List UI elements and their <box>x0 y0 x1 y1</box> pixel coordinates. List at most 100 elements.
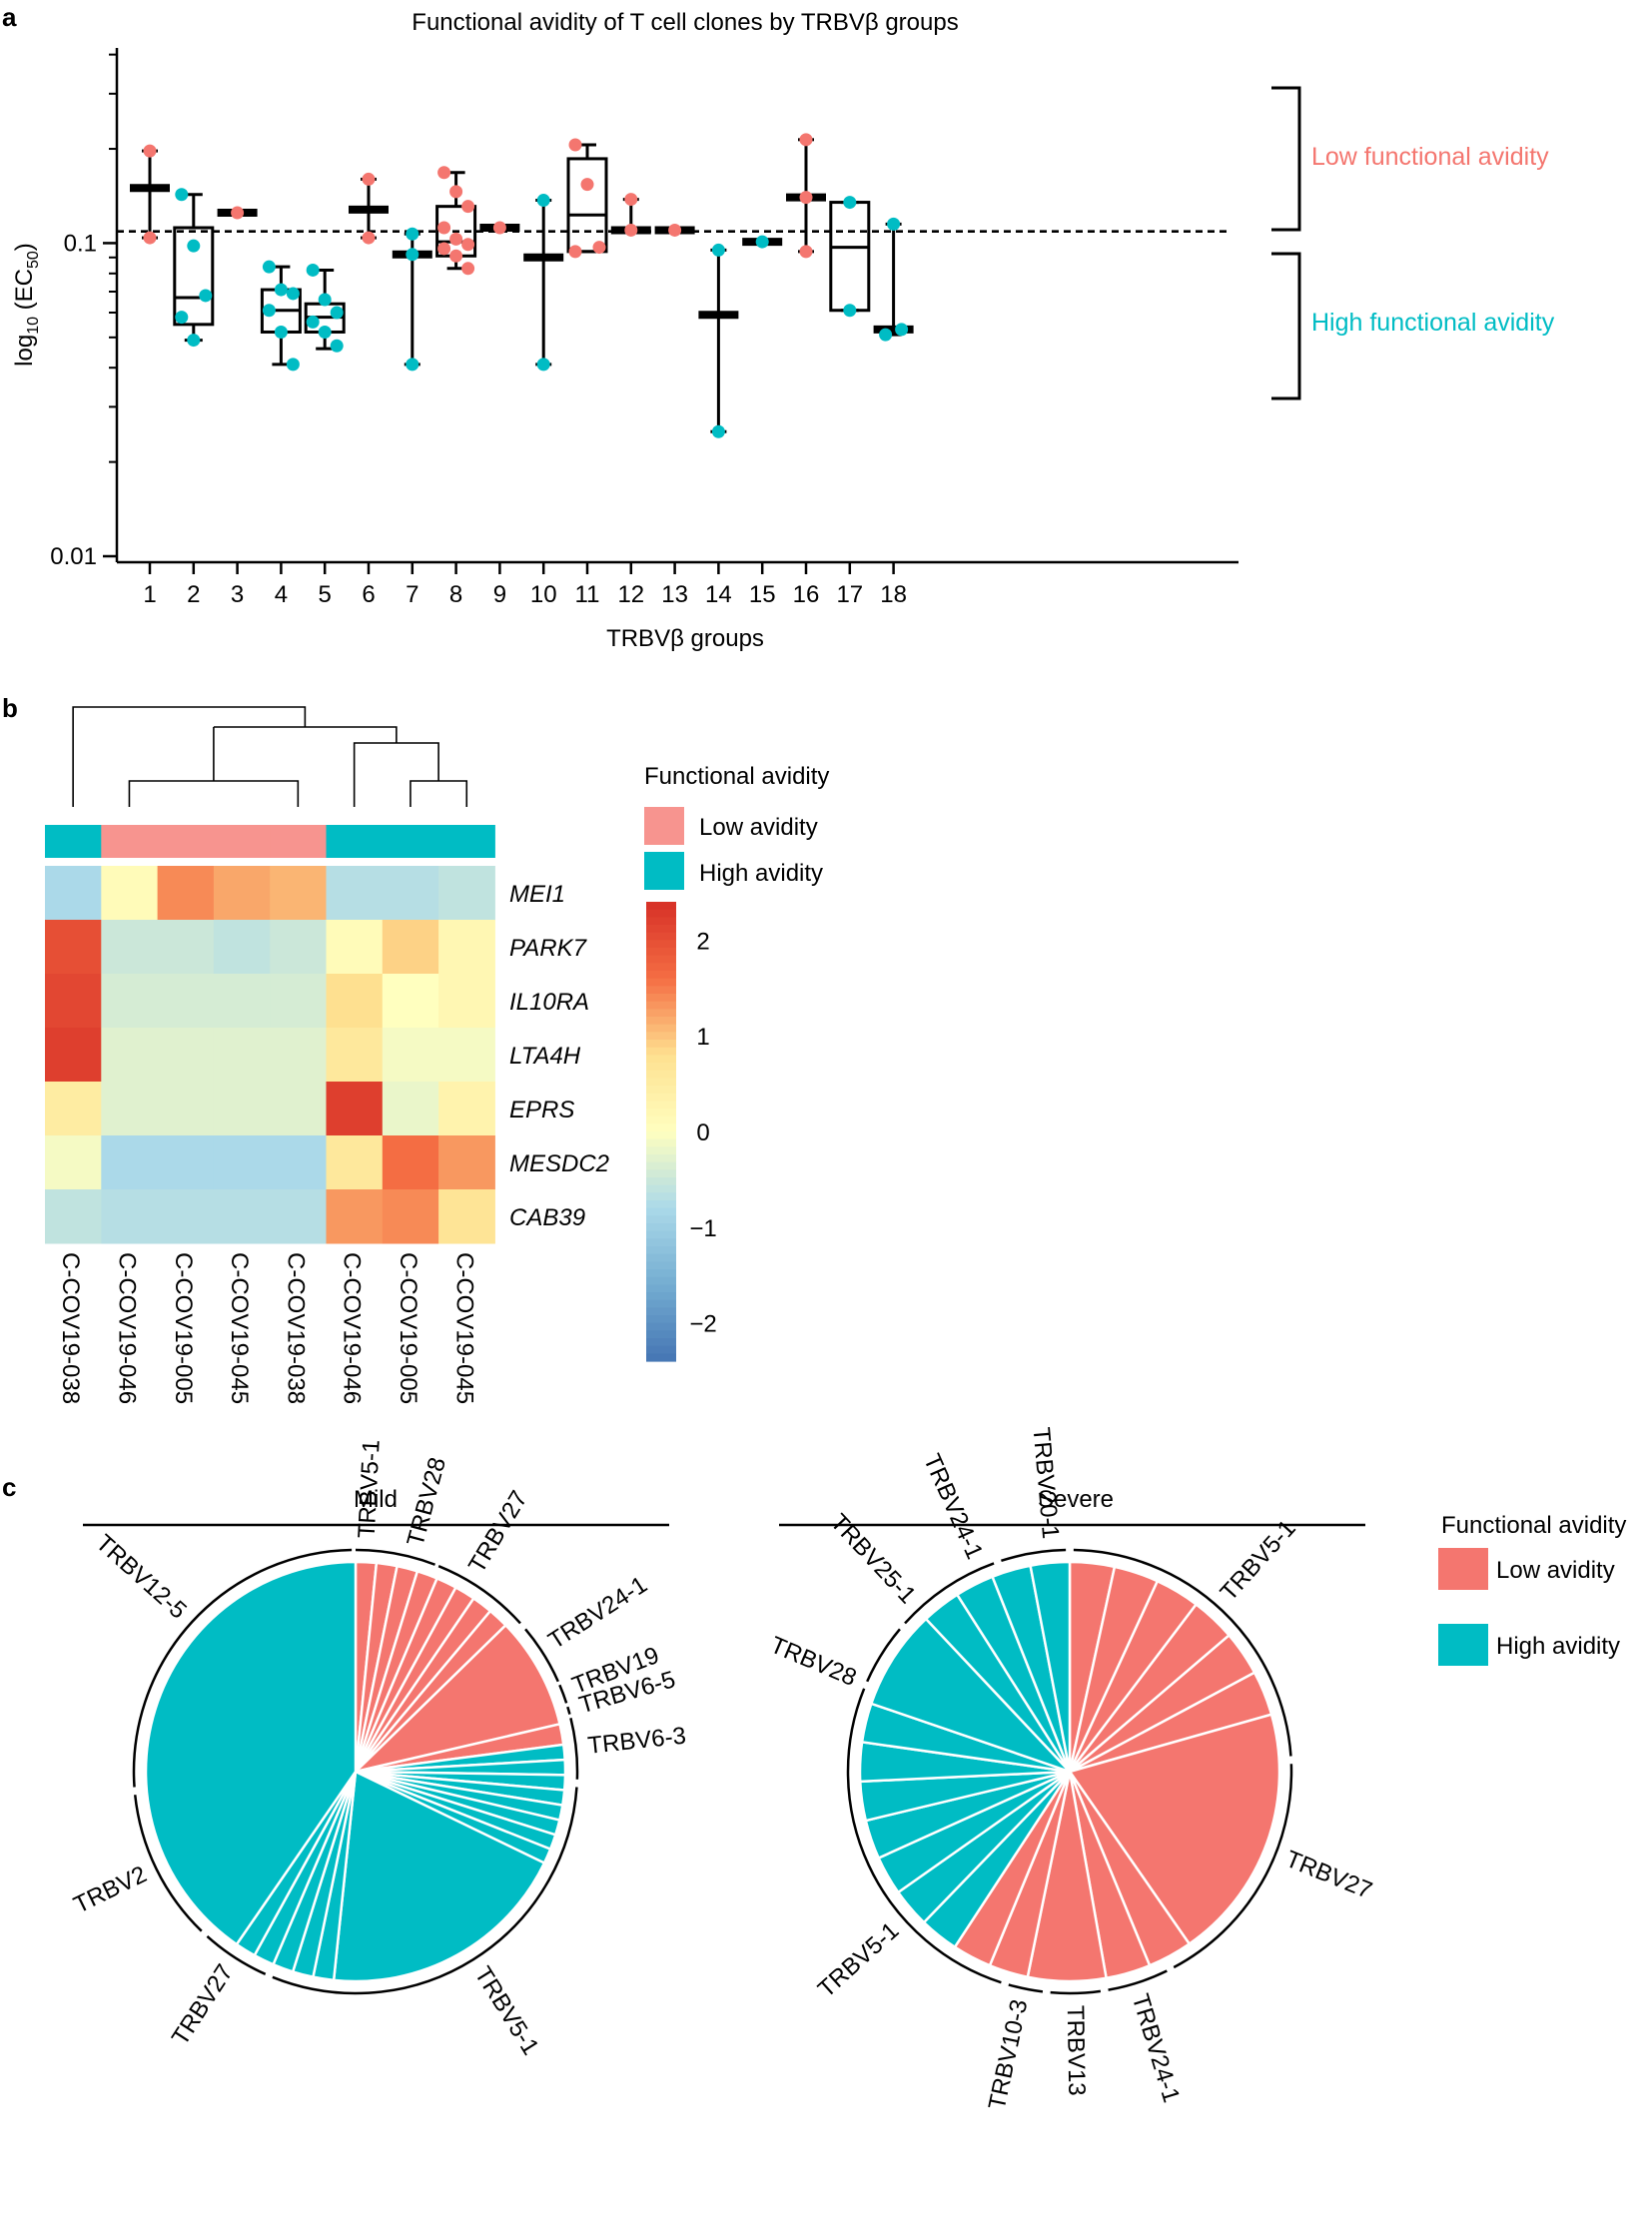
colorbar-tick-label: −2 <box>689 1311 716 1338</box>
heatmap-cell <box>270 1189 327 1244</box>
x-tick-label: 18 <box>880 581 907 608</box>
pie-label: TRBV27 <box>463 1486 533 1578</box>
data-point <box>887 217 901 231</box>
data-point <box>711 424 725 438</box>
pie-label: TRBV6-3 <box>586 1723 687 1760</box>
heatmap-cell <box>101 1135 159 1190</box>
avidity-annotation-cell <box>326 825 384 858</box>
low-avidity-annotation: Low functional avidity <box>1311 143 1549 171</box>
colorbar-step <box>646 1101 676 1110</box>
y-tick-label: 0.01 <box>50 543 97 570</box>
heatmap-cell <box>213 920 271 975</box>
group-13 <box>654 223 695 237</box>
pie-title-severe: Severe <box>1038 1486 1114 1513</box>
pie-title-mild: Mild <box>354 1486 398 1513</box>
data-point <box>592 241 606 255</box>
colorbar-step <box>646 1200 676 1209</box>
pie-group-arc <box>1050 1989 1102 1995</box>
colorbar-step <box>646 1009 676 1018</box>
heatmap-cell <box>157 1135 215 1190</box>
x-tick-label: 4 <box>275 581 288 608</box>
x-tick-label: 5 <box>319 581 332 608</box>
dendrogram-branch <box>128 780 300 807</box>
heatmap-cell <box>45 920 102 975</box>
colorbar-step <box>646 1215 676 1224</box>
pie-slice <box>869 1617 1071 1774</box>
pie-group-arc <box>1073 1548 1292 1757</box>
colorbar-step <box>646 1177 676 1186</box>
heatmap-column-label: C-COV19-045 <box>450 1252 477 1404</box>
pie-legend-high-swatch <box>1438 1624 1488 1666</box>
data-point <box>362 172 376 186</box>
colorbar-step <box>646 1238 676 1247</box>
data-point <box>274 283 288 297</box>
heatmap-cell <box>101 1028 159 1083</box>
pie-group-arc <box>524 1628 559 1683</box>
dendrogram-branch <box>353 742 439 807</box>
pie-label: TRBV10-3 <box>984 1997 1034 2112</box>
pie-slice <box>144 1560 358 1946</box>
data-point <box>668 223 682 237</box>
data-point <box>143 231 157 245</box>
colorbar-step <box>646 1353 676 1362</box>
x-tick-label: 13 <box>661 581 688 608</box>
pie-label: TRBV20-1 <box>1028 1426 1065 1540</box>
pie-label: TRBV24-1 <box>918 1450 988 1563</box>
data-point <box>536 358 550 372</box>
data-point <box>624 223 638 237</box>
x-tick-label: 7 <box>406 581 418 608</box>
heatmap-cell <box>213 1135 271 1190</box>
data-point <box>799 191 813 205</box>
heatmap-row-label: EPRS <box>509 1097 574 1123</box>
data-point <box>568 138 582 152</box>
x-tick-label: 14 <box>705 581 732 608</box>
dendrogram-branch <box>72 706 307 807</box>
data-point <box>330 306 344 320</box>
heatmap-cell <box>438 1135 495 1190</box>
x-tick-label: 11 <box>575 581 600 608</box>
colorbar-step <box>646 1292 676 1301</box>
data-point <box>461 238 475 252</box>
pie-group-arc <box>272 1787 578 1995</box>
colorbar-step <box>646 948 676 957</box>
heatmap-cell <box>438 920 495 975</box>
group-1 <box>130 144 170 245</box>
legend-low-swatch <box>644 807 684 845</box>
pie-label: TRBV27 <box>167 1959 239 2050</box>
high-avidity-annotation: High functional avidity <box>1311 309 1555 337</box>
heatmap-cell <box>270 1135 327 1190</box>
heatmap-column-label: C-COV19-005 <box>170 1252 197 1404</box>
colorbar-step <box>646 917 676 926</box>
colorbar-step <box>646 1192 676 1201</box>
group-11 <box>566 138 608 259</box>
legend-low-label: Low avidity <box>699 814 818 841</box>
heatmap-cell <box>326 866 384 921</box>
y-tick-label: 0.1 <box>64 230 97 257</box>
heatmap-cell <box>101 974 159 1029</box>
pie-group-arc <box>904 1562 995 1625</box>
pie-group-arc <box>566 1706 571 1715</box>
heatmap-cell <box>45 1135 102 1190</box>
group-17 <box>829 196 871 318</box>
colorbar-tick-label: 2 <box>696 928 709 955</box>
data-point <box>449 249 463 263</box>
data-point <box>461 200 475 214</box>
data-point <box>330 339 344 353</box>
data-point <box>143 144 157 158</box>
colorbar-step <box>646 955 676 964</box>
pie-legend-title: Functional avidity <box>1441 1512 1626 1539</box>
colorbar-step <box>646 909 676 918</box>
heatmap-cell <box>157 1189 215 1244</box>
heatmap-cell <box>438 1189 495 1244</box>
pie-label: TRBV5-1 <box>354 1439 386 1539</box>
heatmap-cell <box>382 866 439 921</box>
heatmap-cell <box>270 1028 327 1083</box>
x-tick-label: 6 <box>362 581 375 608</box>
data-point <box>568 245 582 259</box>
pie-group-arc <box>569 1717 579 1780</box>
heatmap-row-label: IL10RA <box>509 989 589 1016</box>
colorbar-step <box>646 1146 676 1155</box>
heatmap-cell <box>45 1028 102 1083</box>
x-tick-label: 8 <box>449 581 462 608</box>
x-tick-label: 12 <box>617 581 644 608</box>
